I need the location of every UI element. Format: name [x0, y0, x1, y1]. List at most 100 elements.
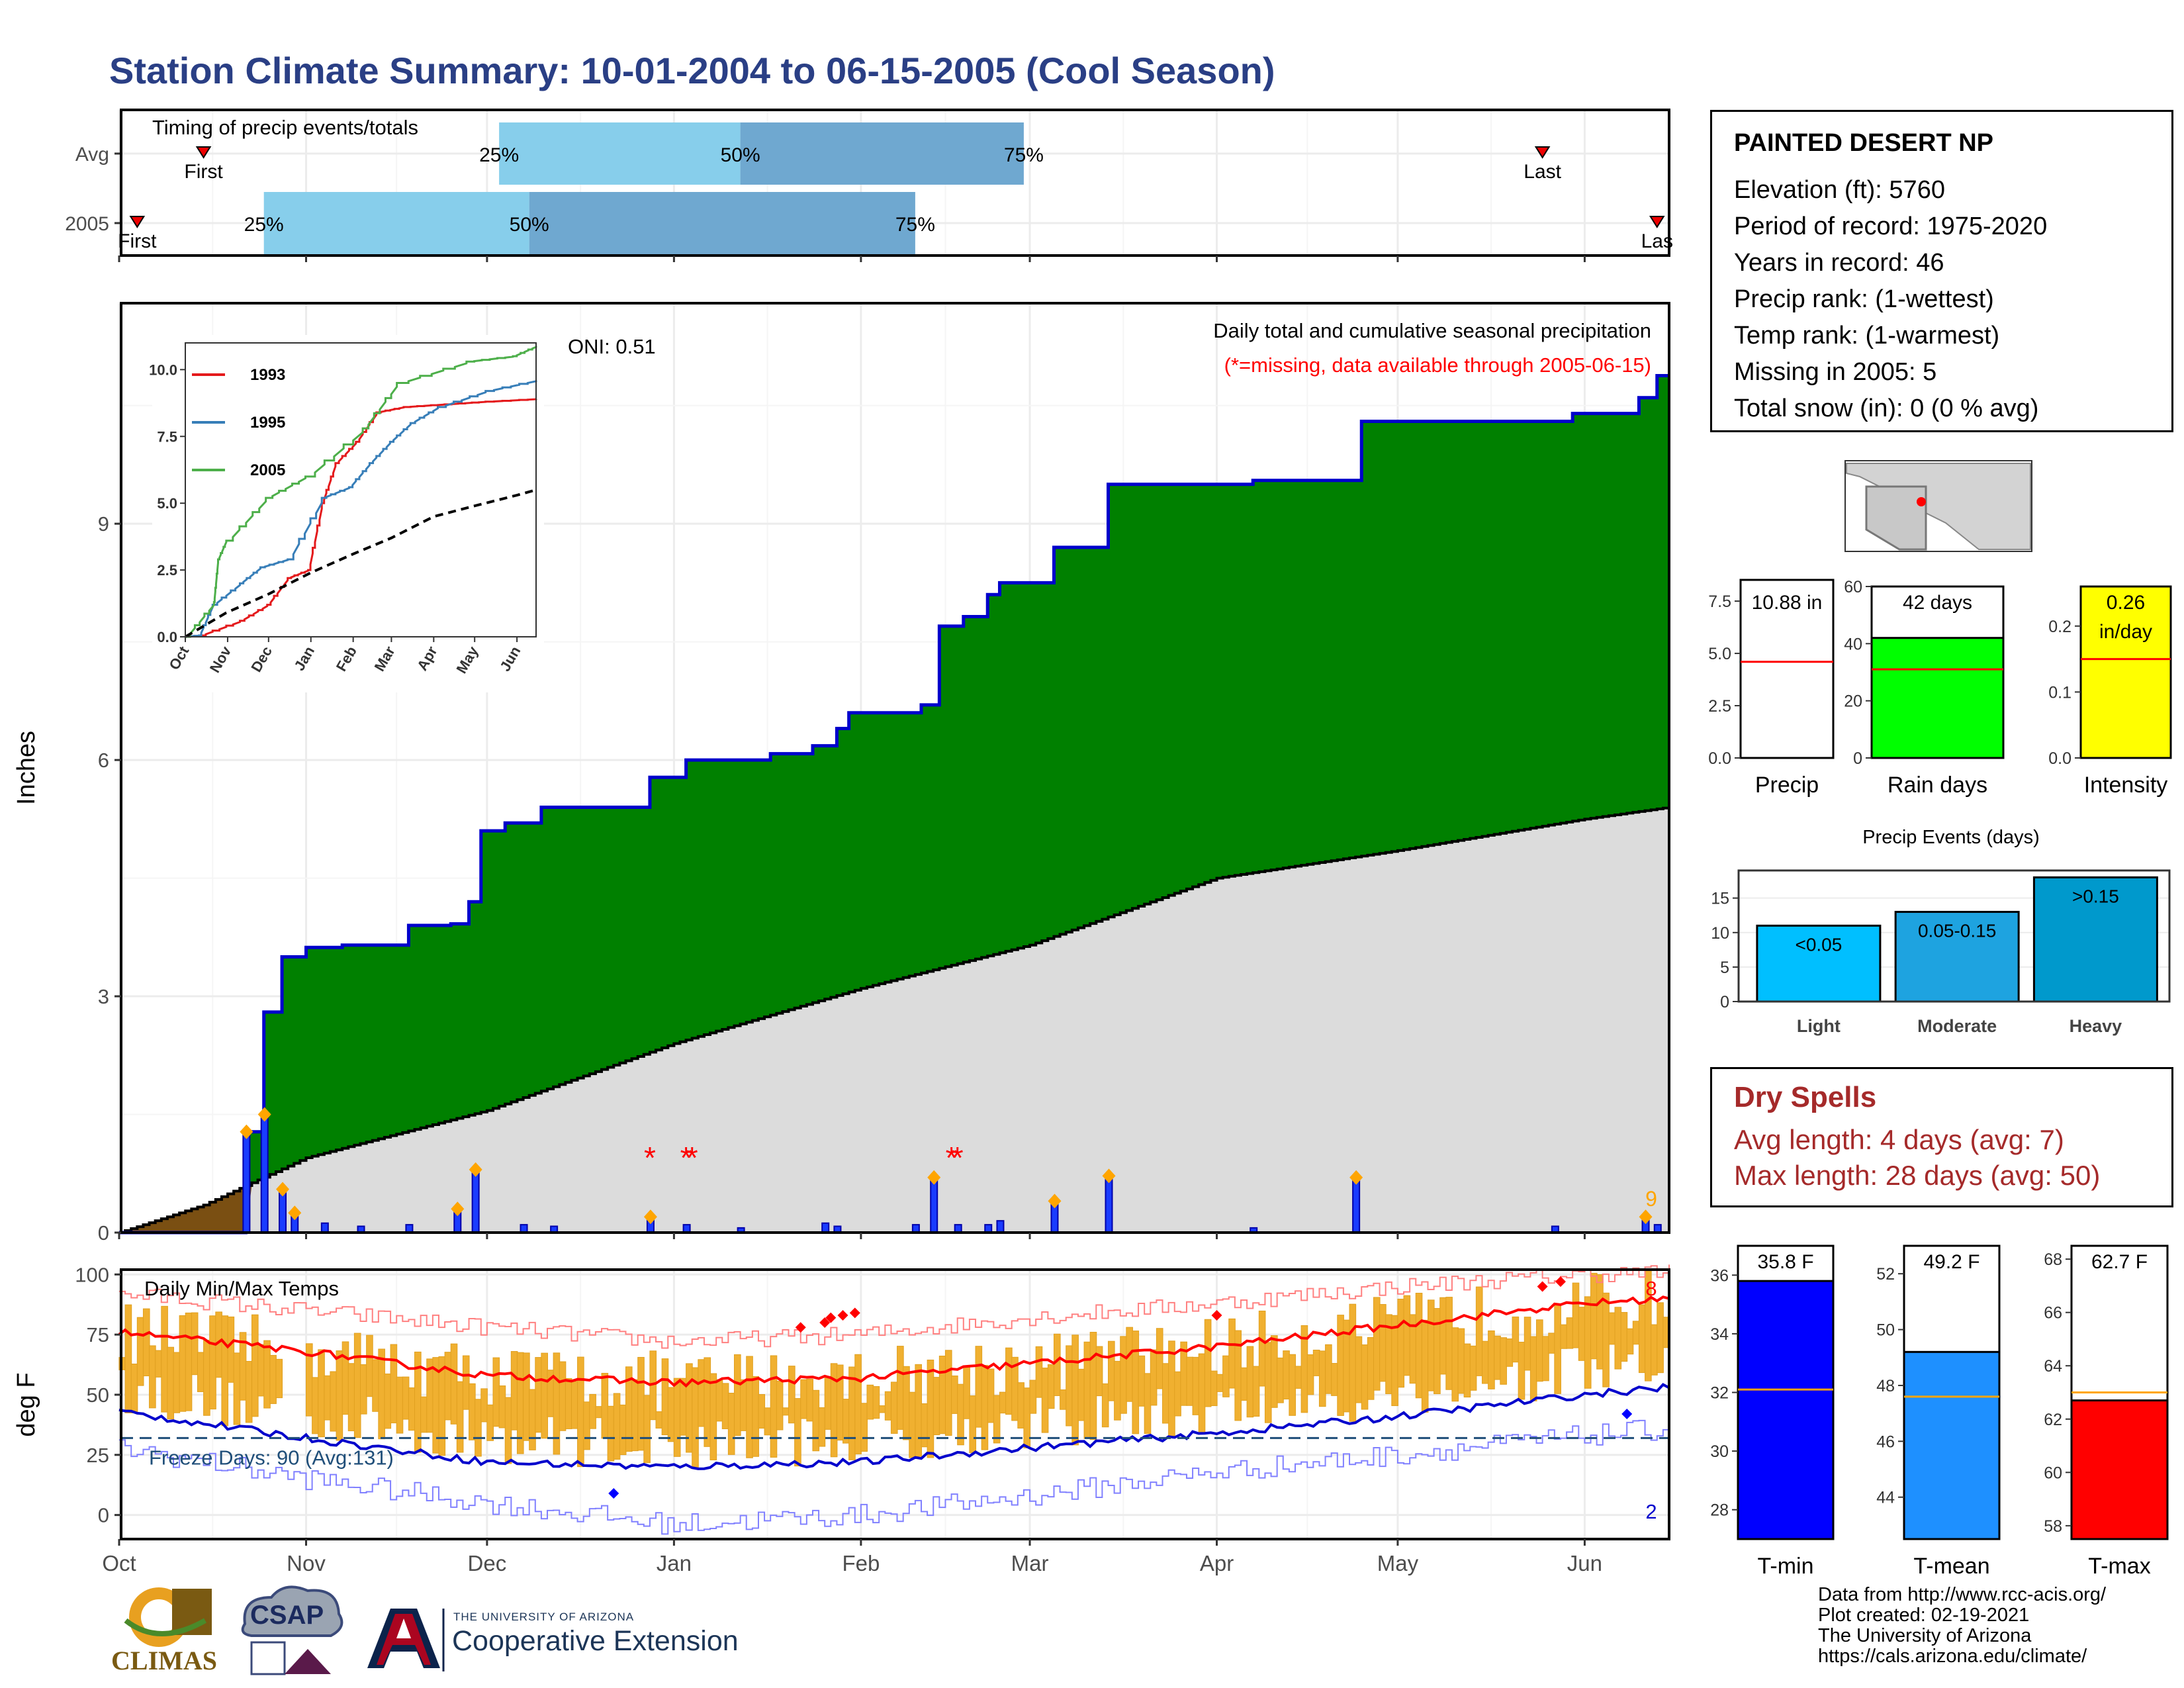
- station-name: PAINTED DESERT NP: [1734, 129, 1994, 157]
- daily-temp-bar: [396, 1376, 404, 1434]
- temp-xtick-label: Jun: [1567, 1551, 1602, 1575]
- daily-temp-bar: [565, 1378, 572, 1429]
- record-high-line: [119, 1264, 1670, 1349]
- dry-spells-box: Dry Spells Avg length: 4 days (avg: 7) M…: [1710, 1067, 2173, 1207]
- daily-temp-bar: [1126, 1327, 1133, 1402]
- daily-temp-bar: [1066, 1345, 1073, 1427]
- normal-tmax-line: [118, 1295, 1670, 1388]
- summary-intensity-ytick-label: 0.1: [2048, 683, 2071, 702]
- daily-temp-bar: [372, 1359, 379, 1412]
- daily-temp-bar: [312, 1377, 319, 1434]
- daily-temp-bar: [631, 1379, 639, 1452]
- temp-summary-t-max-ytick-label: 62: [2044, 1411, 2062, 1429]
- events-bar: [1756, 924, 1882, 1003]
- temp-xtick-label: Dec: [468, 1551, 507, 1575]
- daily-temp-bar: [806, 1378, 813, 1422]
- timing-first-marker: [195, 146, 212, 159]
- record-high-marker: [819, 1317, 831, 1328]
- timing-bar-q25-q50: [499, 122, 741, 185]
- daily-precip-bar: [320, 1222, 329, 1234]
- daily-temp-bar: [661, 1358, 669, 1436]
- timing-last-label: Las: [1641, 230, 1673, 252]
- credits: Data from http://www.rcc-acis.org/ Plot …: [1818, 1585, 2106, 1667]
- daily-temp-bar: [390, 1344, 398, 1424]
- daily-temp-bar: [559, 1361, 567, 1431]
- daily-temp-bar: [124, 1304, 132, 1413]
- daily-temp-bar: [529, 1389, 536, 1450]
- precip-ytick-label: 6: [98, 749, 109, 772]
- summary-rain-days-ytick-label: 0: [1853, 749, 1862, 768]
- daily-temp-bar: [269, 1354, 277, 1404]
- daily-temp-bar: [957, 1383, 964, 1446]
- daily-temp-bar: [1379, 1304, 1387, 1382]
- daily-temp-bar: [130, 1364, 138, 1414]
- daily-temp-bar: [155, 1350, 162, 1378]
- heavy-event-marker: [240, 1124, 253, 1139]
- events-category-label: Light: [1797, 1016, 1841, 1036]
- daily-temp-bar: [197, 1352, 205, 1392]
- events-panel-border: [1737, 869, 2171, 1003]
- daily-temp-bar: [353, 1333, 361, 1438]
- daily-temp-bar: [860, 1403, 868, 1452]
- credit-line: The University of Arizona: [1818, 1625, 2032, 1646]
- daily-temp-bar: [583, 1401, 590, 1450]
- daily-temp-bar: [330, 1371, 338, 1432]
- timing-row-label: 2005: [65, 213, 109, 235]
- daily-temp-bar: [161, 1305, 168, 1413]
- station-temp-rank: Temp rank: (1-warmest): [1734, 322, 2000, 350]
- daily-temp-bar: [366, 1335, 373, 1397]
- coop-extension-small-text: THE UNIVERSITY OF ARIZONA: [453, 1611, 635, 1623]
- daily-temp-bar: [1620, 1312, 1628, 1362]
- temp-xtick-label: May: [1377, 1551, 1419, 1575]
- summary-precip-ytick-label: 0.0: [1708, 749, 1731, 768]
- temp-ytick-label: 50: [87, 1383, 109, 1407]
- daily-temp-bar: [1482, 1340, 1489, 1384]
- precip-chart-subtitle: (*=missing, data available through 2005-…: [1224, 353, 1651, 377]
- daily-temp-bar: [1077, 1368, 1085, 1421]
- daily-temp-bar: [1451, 1327, 1459, 1402]
- inset-ytick-label: 7.5: [157, 428, 177, 445]
- daily-temp-bar: [1258, 1310, 1266, 1387]
- daily-temp-bar: [1029, 1380, 1037, 1414]
- daily-temp-bar: [1168, 1340, 1175, 1437]
- avg-cumulative-area: [119, 807, 1669, 1233]
- daily-temp-bar: [1536, 1319, 1543, 1382]
- precip-events-title: Precip Events (days): [1862, 827, 2040, 848]
- daily-temp-bar: [776, 1380, 784, 1430]
- daily-temp-bar: [324, 1375, 331, 1421]
- daily-temp-bar: [963, 1367, 970, 1419]
- daily-temp-bar: [1542, 1336, 1549, 1382]
- missing-day-marker: *: [946, 1141, 958, 1175]
- temp-summary-t-min-ytick-label: 32: [1710, 1384, 1729, 1403]
- heavy-event-marker: [1048, 1194, 1062, 1209]
- summary-precip-ytick-label: 5.0: [1708, 645, 1731, 663]
- daily-temp-bar: [191, 1312, 199, 1376]
- daily-temp-bar: [686, 1363, 693, 1453]
- daily-temp-bar: [589, 1393, 596, 1429]
- daily-temp-bar: [1325, 1344, 1332, 1394]
- temp-xtick-label: Mar: [1011, 1551, 1049, 1575]
- temp-ytick-label: 100: [75, 1263, 109, 1286]
- daily-temp-bar: [655, 1411, 663, 1429]
- timing-last-marker: [1534, 146, 1551, 159]
- summary-rain-days-ytick-label: 40: [1844, 635, 1862, 653]
- daily-temp-bar: [245, 1360, 253, 1423]
- summary-rain-days-ytick-label: 60: [1844, 578, 1862, 596]
- record-low-count: 2: [1645, 1500, 1657, 1523]
- precip-chart-title: Daily total and cumulative seasonal prec…: [1213, 319, 1651, 342]
- daily-temp-bar: [1053, 1333, 1061, 1396]
- inset-bg: [152, 335, 544, 692]
- summary-intensity-axis-label: Intensity: [2084, 773, 2168, 798]
- timing-row-label: Avg: [75, 144, 109, 165]
- events-bar-label: 0.05-0.15: [1918, 921, 1996, 941]
- daily-temp-bar: [734, 1354, 741, 1436]
- daily-temp-bar: [1271, 1335, 1278, 1408]
- temp-summary-t-max-ytick-label: 60: [2044, 1464, 2062, 1482]
- daily-temp-bar: [1590, 1272, 1598, 1360]
- daily-temp-bar: [1578, 1307, 1586, 1361]
- events-bar-label: <0.05: [1795, 934, 1842, 955]
- daily-temp-bar: [1283, 1350, 1290, 1400]
- daily-temp-bar: [347, 1363, 355, 1432]
- precip-ytick-label: 3: [98, 985, 109, 1008]
